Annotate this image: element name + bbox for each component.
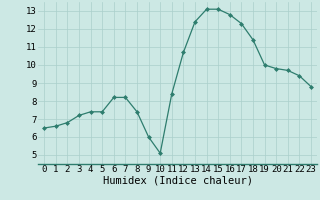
X-axis label: Humidex (Indice chaleur): Humidex (Indice chaleur) xyxy=(103,176,252,186)
